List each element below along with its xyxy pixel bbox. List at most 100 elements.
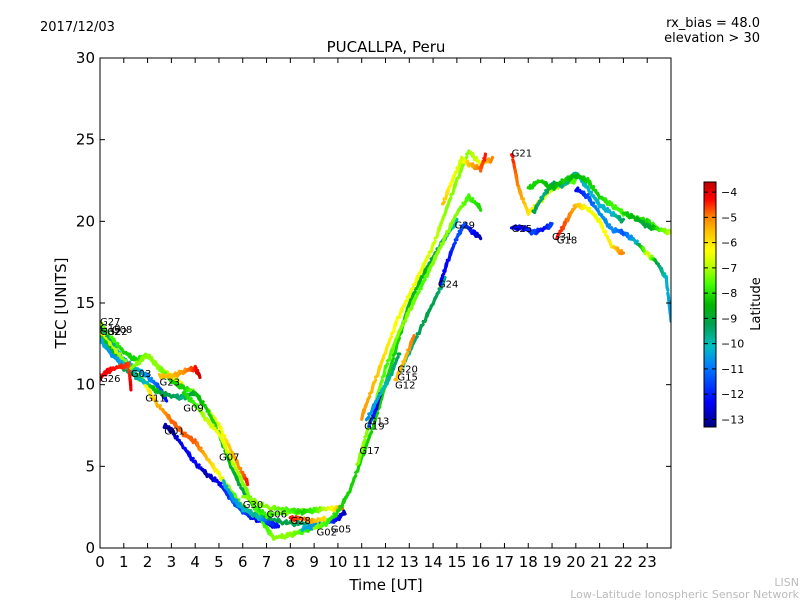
tec-segment [379,355,386,365]
tec-segment [342,509,347,516]
tec-segment [374,395,380,404]
tec-segment [277,534,284,540]
prn-label: G02 [317,528,337,539]
prn-label: G30 [243,500,263,511]
tec-segment [358,455,364,467]
prn-label: G24 [438,279,458,290]
tec-segment [450,244,456,252]
tec-segment [633,239,639,245]
tec-segment [245,477,250,487]
tec-segment [134,374,140,381]
tec-segment [485,159,491,164]
tec-segment [387,373,392,382]
tec-segment [145,353,152,359]
tec-segment [409,293,415,301]
tec-segment [191,400,197,406]
y-axis: 0 5 10 15 20 25 30 [76,49,671,557]
rx-bias-label: rx_bias = 48.0 [666,16,760,31]
x-tick-label: 19 [542,553,561,571]
tec-segment [276,511,285,516]
tec-segment [361,438,367,446]
prn-label: G19 [364,422,384,433]
tec-segment [417,275,423,286]
tec-segment [488,155,495,164]
tec-segment [175,425,181,431]
prn-label: G17 [359,446,379,457]
series-g30 [222,479,281,529]
tec-segment [514,173,520,187]
x-tick-label: 1 [119,553,129,571]
y-tick-label: 10 [76,376,95,394]
tec-segment [441,200,446,206]
tec-segment [607,210,614,215]
tec-segment [564,177,570,182]
tec-segment [360,442,365,452]
tec-segment [427,260,433,265]
tec-segment [411,338,417,346]
series-g28 [288,515,328,525]
chart-title: PUCALLPA, Peru [327,38,446,56]
prn-label: G25 [512,224,532,235]
prn-label: G08 [112,325,132,336]
x-tick-label: 7 [262,553,272,571]
tec-segment [572,176,578,185]
tec-segment [445,200,451,210]
series-g23 [157,364,202,381]
tec-segment [415,290,421,296]
tec-segment [364,426,370,436]
tec-segment [437,245,443,251]
tec-segment [272,522,279,529]
tec-segment [223,484,229,489]
tec-segment [258,509,265,515]
prn-label: G26 [100,374,120,385]
tec-segment [395,355,400,361]
tec-segment [590,185,596,190]
tec-segment [574,186,580,193]
prn-label: G13 [369,417,389,428]
series-g16 [574,186,671,323]
prn-label: G21 [512,149,532,160]
tec-segment [209,423,215,429]
tec-segment [401,301,407,309]
x-tick-label: 16 [471,553,490,571]
series-layer [100,149,671,541]
tec-segment [425,262,431,270]
tec-segment [627,234,633,241]
tec-segment [372,378,378,386]
tec-segment [665,285,670,292]
tec-segment [548,222,554,228]
x-tick-label: 12 [376,553,395,571]
tec-segment [385,339,392,349]
series-g26 [100,361,133,392]
tec-segment [459,204,465,209]
tec-segment [257,501,265,507]
tec-segment [187,367,193,373]
prn-label: G20 [397,364,417,375]
tec-segment [469,197,475,203]
colorbar-tick-label: −12 [721,388,744,401]
y-axis-label: TEC [UNITS] [52,258,70,350]
tec-segment [411,290,417,296]
tec-segment [483,152,488,162]
tec-segment [219,476,225,481]
tec-segment [586,206,592,212]
y-tick-label: 0 [85,539,95,557]
tec-segment [366,434,372,444]
prn-label: G11 [145,394,165,405]
tec-segment [217,481,223,487]
colorbar-tick-label: −13 [721,413,744,426]
prn-label: G22 [107,327,127,338]
tec-segment [425,253,431,259]
tec-segment [177,383,183,390]
tec-segment [197,446,203,451]
tec-segment [609,210,616,217]
y-tick-label: 20 [76,212,95,230]
tec-segment [453,177,459,189]
tec-segment [296,530,302,535]
tec-segment [171,373,177,378]
tec-segment [251,501,257,509]
x-tick-label: 15 [447,553,466,571]
tec-segment [395,336,401,345]
tec-segment [405,308,411,318]
